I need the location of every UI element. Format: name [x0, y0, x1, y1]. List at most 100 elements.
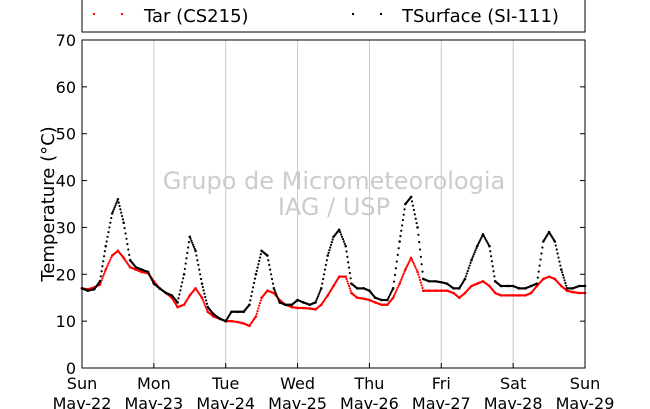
data-point	[125, 237, 128, 240]
data-point	[401, 218, 404, 222]
watermark-line-1: Grupo de Micrometeorologia	[163, 167, 505, 195]
data-point	[464, 275, 468, 278]
data-point	[484, 238, 487, 241]
data-point	[183, 267, 186, 271]
data-point	[205, 308, 209, 311]
data-point	[344, 275, 348, 278]
data-point	[256, 266, 259, 269]
data-point	[255, 312, 258, 315]
data-point	[126, 243, 129, 246]
data-point	[409, 256, 413, 260]
data-point	[394, 267, 398, 270]
data-point	[342, 240, 345, 243]
data-point	[389, 292, 392, 295]
data-point	[477, 241, 480, 244]
plot-frame	[81, 39, 586, 369]
data-point	[197, 263, 200, 267]
data-point	[269, 268, 272, 271]
data-point	[254, 272, 258, 276]
data-point	[257, 307, 260, 310]
data-point	[415, 268, 418, 272]
data-point	[415, 221, 418, 225]
legend-marker-series-1	[93, 13, 123, 15]
x-tick-label-day: Thu	[353, 374, 384, 393]
data-point	[124, 232, 127, 235]
data-point	[469, 261, 472, 265]
data-point	[349, 277, 352, 280]
data-point	[186, 251, 189, 254]
x-tick-label-day: Sun	[570, 374, 600, 393]
data-point	[199, 277, 203, 281]
data-point	[476, 243, 480, 246]
data-point	[468, 264, 471, 267]
data-point	[400, 229, 403, 232]
data-point	[540, 252, 543, 255]
data-point	[418, 276, 421, 279]
data-point	[402, 213, 405, 216]
data-point	[316, 295, 320, 298]
data-point	[120, 214, 124, 218]
data-point	[147, 272, 151, 275]
data-point	[420, 263, 423, 266]
data-point	[400, 224, 404, 227]
data-point	[390, 290, 393, 293]
legend-frame	[81, 0, 586, 33]
data-point	[416, 226, 419, 229]
legend-label-series-2: TSurface (SI-111)	[401, 6, 559, 27]
data-point	[189, 237, 192, 240]
data-point	[116, 200, 119, 203]
data-point	[329, 243, 333, 246]
data-point	[259, 299, 262, 302]
data-point	[270, 277, 274, 281]
data-point	[123, 227, 126, 230]
x-tick-label-date: Mav-27	[412, 394, 471, 409]
data-point	[318, 291, 321, 294]
data-point	[561, 271, 564, 274]
data-point	[344, 244, 348, 248]
data-point	[396, 253, 399, 256]
data-point	[491, 265, 494, 268]
data-point	[192, 245, 195, 248]
data-point	[177, 297, 180, 300]
data-point	[258, 259, 261, 262]
data-point	[116, 198, 120, 201]
data-point	[203, 302, 206, 305]
data-point	[536, 276, 539, 279]
data-point	[486, 241, 489, 244]
data-point	[395, 288, 398, 291]
data-point	[465, 272, 468, 275]
data-point	[561, 273, 565, 277]
data-point	[323, 268, 327, 271]
data-point	[408, 260, 411, 263]
data-point	[399, 235, 402, 238]
data-point	[405, 266, 408, 270]
x-tick-label-date: Mav-24	[196, 394, 255, 409]
data-point	[345, 250, 348, 253]
y-tick-label: 60	[56, 78, 76, 97]
data-point	[99, 275, 102, 278]
data-point	[178, 293, 181, 296]
data-point	[421, 286, 424, 290]
data-point	[559, 268, 563, 271]
data-point	[492, 270, 495, 273]
data-point	[535, 282, 539, 285]
data-point	[348, 271, 351, 275]
data-point	[128, 253, 131, 256]
data-point	[463, 277, 467, 281]
data-point	[110, 216, 113, 220]
data-point	[343, 242, 346, 245]
data-point	[331, 238, 334, 241]
data-point	[276, 297, 280, 300]
data-point	[258, 256, 262, 259]
data-point	[559, 264, 562, 267]
data-point	[553, 240, 557, 243]
data-point	[184, 262, 187, 265]
data-point	[489, 250, 492, 253]
data-point	[403, 208, 406, 211]
x-tick-label-date: Mav-26	[340, 394, 399, 409]
data-point	[402, 272, 405, 275]
data-point	[117, 201, 120, 204]
data-point	[472, 253, 476, 256]
y-tick-label: 40	[56, 172, 76, 191]
data-point	[151, 279, 154, 282]
